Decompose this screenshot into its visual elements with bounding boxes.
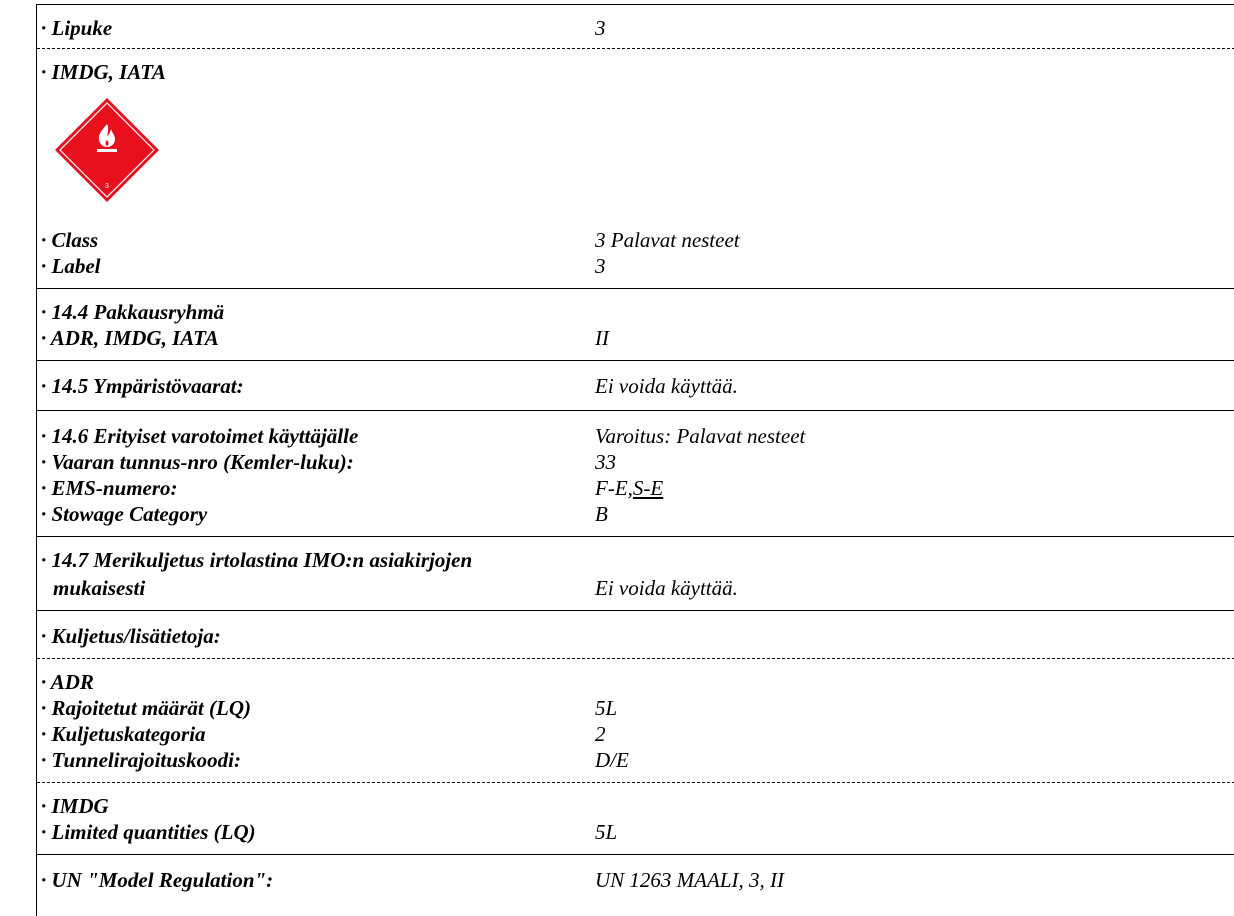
divider xyxy=(37,610,1234,611)
row-adr: · ADR xyxy=(37,668,1234,696)
un-model-value: UN 1263 MAALI, 3, II xyxy=(595,868,784,892)
ems-label: · EMS-numero: xyxy=(41,476,178,500)
stowage-label: · Stowage Category xyxy=(41,502,208,526)
row-merikuljetus-cont: mukaisesti Ei voida käyttää. xyxy=(37,574,1234,602)
divider xyxy=(37,48,1234,49)
divider xyxy=(37,658,1234,659)
limited-label: · Limited quantities (LQ) xyxy=(41,820,256,844)
merikuljetus-label-line2: mukaisesti xyxy=(53,576,146,600)
ems-value-underlined: S-E xyxy=(632,476,664,500)
ymparistovaarat-label: · 14.5 Ympäristövaarat: xyxy=(41,374,244,398)
divider xyxy=(37,782,1234,783)
row-limited: · Limited quantities (LQ) 5L xyxy=(37,818,1234,846)
row-tunneli: · Tunnelirajoituskoodi: D/E xyxy=(37,746,1234,774)
divider xyxy=(37,410,1234,411)
adr-label: · ADR xyxy=(41,670,94,694)
row-rajoitetut: · Rajoitetut määrät (LQ) 5L xyxy=(37,694,1234,722)
row-pakkausryhma: · 14.4 Pakkausryhmä xyxy=(37,298,1234,326)
adr-imdg-iata-label: · ADR, IMDG, IATA xyxy=(41,326,219,350)
kuljetus-label: · Kuljetus/lisätietoja: xyxy=(41,624,221,648)
class-label: · Class xyxy=(41,228,99,252)
row-lipuke: · Lipuke 3 xyxy=(37,14,1234,42)
row-merikuljetus: · 14.7 Merikuljetus irtolastina IMO:n as… xyxy=(37,546,1234,574)
ymparistovaarat-value: Ei voida käyttää. xyxy=(595,374,738,398)
lipuke-value: 3 xyxy=(595,16,606,40)
divider xyxy=(37,360,1234,361)
flammable-liquid-placard-icon: 3 xyxy=(55,98,159,202)
stowage-value: B xyxy=(595,502,608,526)
row-class: · Class 3 Palavat nesteet xyxy=(37,226,1234,254)
label-value: 3 xyxy=(595,254,606,278)
limited-value: 5L xyxy=(595,820,618,844)
transport-info-section: · Lipuke 3 · IMDG, IATA 3 · Class 3 Pala… xyxy=(36,4,1234,916)
divider xyxy=(37,288,1234,289)
divider xyxy=(37,854,1234,855)
merikuljetus-value: Ei voida käyttää. xyxy=(595,576,738,600)
erityiset-value: Varoitus: Palavat nesteet xyxy=(595,424,806,448)
row-kuljetuskategoria: · Kuljetuskategoria 2 xyxy=(37,720,1234,748)
tunneli-label: · Tunnelirajoituskoodi: xyxy=(41,748,241,772)
placard-class-number: 3 xyxy=(105,183,109,190)
row-kemler: · Vaaran tunnus-nro (Kemler-luku): 33 xyxy=(37,448,1234,476)
lipuke-label: · Lipuke xyxy=(41,16,113,40)
rajoitetut-value: 5L xyxy=(595,696,618,720)
merikuljetus-label-line1: · 14.7 Merikuljetus irtolastina IMO:n as… xyxy=(41,548,473,572)
row-erityiset: · 14.6 Erityiset varotoimet käyttäjälle … xyxy=(37,422,1234,450)
row-imdg: · IMDG xyxy=(37,792,1234,820)
kuljetuskategoria-value: 2 xyxy=(595,722,606,746)
row-ymparistovaarat: · 14.5 Ympäristövaarat: Ei voida käyttää… xyxy=(37,372,1234,400)
label-label: · Label xyxy=(41,254,101,278)
row-adr-imdg-iata: · ADR, IMDG, IATA II xyxy=(37,324,1234,352)
row-stowage: · Stowage Category B xyxy=(37,500,1234,528)
erityiset-label: · 14.6 Erityiset varotoimet käyttäjälle xyxy=(41,424,359,448)
imdg-iata-label: · IMDG, IATA xyxy=(41,60,166,84)
ems-value: F-E,S-E xyxy=(595,474,663,502)
divider xyxy=(37,536,1234,537)
imdg-label: · IMDG xyxy=(41,794,109,818)
kemler-value: 33 xyxy=(595,450,616,474)
row-imdg-iata: · IMDG, IATA xyxy=(37,58,1234,86)
un-model-label: · UN "Model Regulation": xyxy=(41,868,274,892)
row-un-model: · UN "Model Regulation": UN 1263 MAALI, … xyxy=(37,866,1234,894)
pakkausryhma-label: · 14.4 Pakkausryhmä xyxy=(41,300,225,324)
ems-value-prefix: F-E, xyxy=(595,476,633,500)
row-ems: · EMS-numero: F-E,S-E xyxy=(37,474,1234,502)
adr-imdg-iata-value: II xyxy=(595,326,609,350)
kemler-label: · Vaaran tunnus-nro (Kemler-luku): xyxy=(41,450,354,474)
kuljetuskategoria-label: · Kuljetuskategoria xyxy=(41,722,206,746)
tunneli-value: D/E xyxy=(595,748,629,772)
row-label: · Label 3 xyxy=(37,252,1234,280)
rajoitetut-label: · Rajoitetut määrät (LQ) xyxy=(41,696,251,720)
class-value: 3 Palavat nesteet xyxy=(595,228,740,252)
row-kuljetus: · Kuljetus/lisätietoja: xyxy=(37,622,1234,650)
